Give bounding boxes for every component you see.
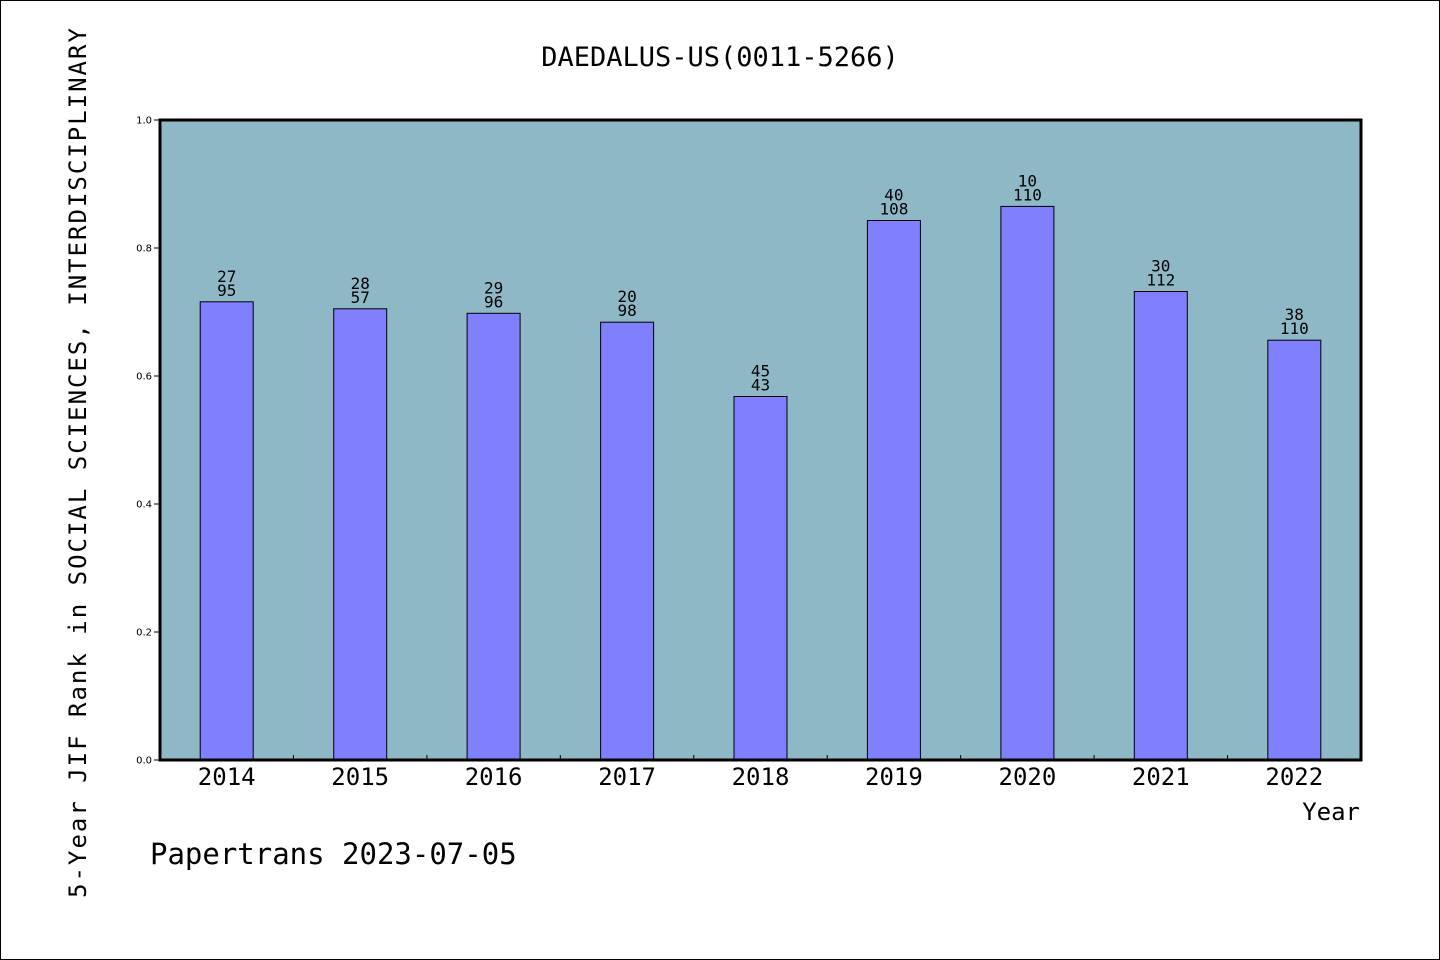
y-tick-label-0.4: 0.4 <box>136 500 152 511</box>
bar-rank-label-2020: 10 <box>1018 171 1037 190</box>
bar-rank-label-2016: 29 <box>484 278 503 297</box>
y-axis: 0.0 0.2 0.4 0.6 0.8 1.0 <box>136 116 160 767</box>
bar-2018 <box>733 396 788 761</box>
bar-2016 <box>466 312 521 761</box>
x-tick-label-2015: 2015 <box>331 763 389 791</box>
bar-total-label-2018: 43 <box>751 376 770 395</box>
plot-border <box>158 118 1363 762</box>
bar-2017 <box>600 321 655 761</box>
x-tick-label-2016: 2016 <box>465 763 523 791</box>
bar-2014 <box>199 301 254 761</box>
y-tick-label-0.6: 0.6 <box>136 372 152 383</box>
bar-total-label-2021: 112 <box>1146 271 1175 290</box>
x-tick-label-2018: 2018 <box>732 763 790 791</box>
y-tick-label-1.0: 1.0 <box>136 116 152 127</box>
bar-total-label-2016: 96 <box>484 292 503 311</box>
bar-rank-label-2022: 38 <box>1285 305 1304 324</box>
x-tick-label-2021: 2021 <box>1132 763 1190 791</box>
bar-total-label-2020: 110 <box>1013 185 1042 204</box>
bar-2022 <box>1267 339 1322 761</box>
footer-text: Papertrans 2023-07-05 <box>150 837 517 871</box>
x-axis-label: Year <box>1302 798 1360 826</box>
y-tick-label-0.8: 0.8 <box>136 244 152 255</box>
bar-2021 <box>1133 291 1188 761</box>
y-axis-label: 5-Year JIF Rank in SOCIAL SCIENCES, INTE… <box>64 26 92 898</box>
x-tick-label-2022: 2022 <box>1265 763 1323 791</box>
bar-2020 <box>1000 205 1055 761</box>
bar-rank-label-2021: 30 <box>1151 257 1170 276</box>
x-tick-label-2020: 2020 <box>999 763 1057 791</box>
y-tick-label-0.0: 0.0 <box>136 756 152 767</box>
y-tick-label-0.2: 0.2 <box>136 628 152 639</box>
bar-rank-label-2019: 40 <box>884 186 903 205</box>
bar-rank-label-2017: 20 <box>617 287 636 306</box>
bar-rank-label-2018: 45 <box>751 362 770 381</box>
x-tick-label-2019: 2019 <box>865 763 923 791</box>
x-tick-label-2017: 2017 <box>598 763 656 791</box>
x-tick-label-2014: 2014 <box>198 763 256 791</box>
bar-2019 <box>866 220 921 761</box>
bar-total-label-2017: 98 <box>617 301 636 320</box>
bar-total-label-2022: 110 <box>1280 319 1309 338</box>
bar-2015 <box>333 308 388 761</box>
bar-rank-label-2014: 27 <box>217 267 236 286</box>
x-axis: 2014 2015 2016 2017 2018 2019 2020 2021 2022 <box>198 755 1323 791</box>
bar-total-label-2014: 95 <box>217 281 236 300</box>
bar-total-label-2015: 57 <box>351 288 370 307</box>
chart-title: DAEDALUS-US(0011-5266) <box>541 42 899 73</box>
bar-rank-label-2015: 28 <box>351 274 370 293</box>
bar-total-label-2019: 108 <box>879 200 908 219</box>
